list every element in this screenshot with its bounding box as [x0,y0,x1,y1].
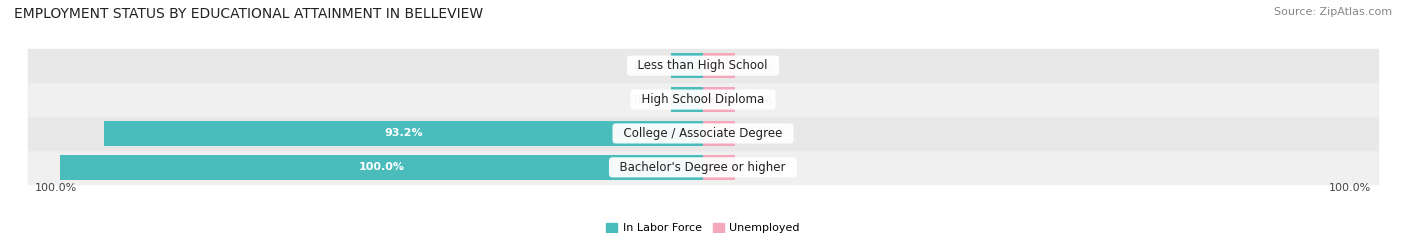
Text: 0.0%: 0.0% [745,61,773,71]
Text: 0.0%: 0.0% [633,61,661,71]
Bar [703,53,735,78]
Bar [703,121,735,146]
Bar [60,155,703,180]
Text: 0.0%: 0.0% [745,128,773,138]
Bar [671,53,703,78]
Text: Source: ZipAtlas.com: Source: ZipAtlas.com [1274,7,1392,17]
Text: 0.0%: 0.0% [745,95,773,105]
Text: 100.0%: 100.0% [35,183,77,193]
Legend: In Labor Force, Unemployed: In Labor Force, Unemployed [606,223,800,233]
Text: High School Diploma: High School Diploma [634,93,772,106]
Bar [104,121,703,146]
Text: 100.0%: 100.0% [1329,183,1371,193]
Bar [28,83,1378,116]
Text: 0.0%: 0.0% [633,95,661,105]
Bar [28,49,1378,82]
Bar [703,155,735,180]
Bar [703,87,735,112]
Bar [28,117,1378,150]
Text: 93.2%: 93.2% [384,128,423,138]
Text: College / Associate Degree: College / Associate Degree [616,127,790,140]
Bar [28,151,1378,184]
Text: 100.0%: 100.0% [359,162,405,172]
Text: EMPLOYMENT STATUS BY EDUCATIONAL ATTAINMENT IN BELLEVIEW: EMPLOYMENT STATUS BY EDUCATIONAL ATTAINM… [14,7,484,21]
Text: Bachelor's Degree or higher: Bachelor's Degree or higher [613,161,793,174]
Text: 0.0%: 0.0% [745,162,773,172]
Bar [671,87,703,112]
Text: Less than High School: Less than High School [630,59,776,72]
